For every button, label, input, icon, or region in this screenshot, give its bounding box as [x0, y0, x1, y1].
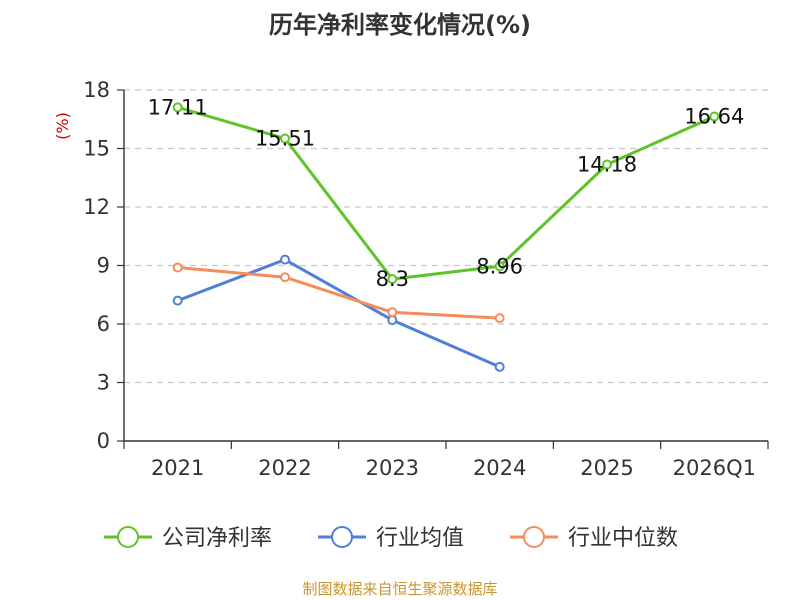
series-2-point-3 — [494, 313, 505, 324]
y-tick-label-4: 12 — [83, 195, 110, 219]
series-2-point-2 — [387, 307, 398, 318]
series-2-point-0 — [172, 262, 183, 273]
series-line-2 — [177, 265, 500, 320]
series-0-point-1 — [280, 133, 290, 144]
legend: 公司净利率 行业均值 行业中位数 — [104, 526, 678, 551]
legend-item-2[interactable]: 行业中位数 — [510, 526, 678, 551]
y-axis-label: (%) — [53, 112, 72, 140]
y-axis-ticks: 0 3 6 9 12 15 18 — [83, 78, 124, 453]
x-tick-label-3: 2024 — [473, 456, 526, 480]
gridlines — [124, 89, 768, 384]
x-tick-label-4: 2025 — [580, 456, 633, 480]
series-0-point-2 — [387, 274, 398, 285]
data-labels: 17.11 15.51 8.3 8.96 14.18 16.64 — [148, 95, 745, 291]
data-label-0: 17.11 — [148, 95, 208, 119]
legend-marker-0 — [117, 526, 139, 548]
x-tick-label-0: 2021 — [151, 456, 204, 480]
series-1-point-3 — [494, 361, 505, 372]
legend-label-0: 公司净利率 — [162, 526, 272, 551]
legend-marker-1 — [331, 526, 353, 548]
data-label-1: 15.51 — [255, 127, 315, 151]
data-label-3: 8.96 — [476, 254, 523, 278]
chart-title: 历年净利率变化情况(%) — [269, 11, 531, 39]
y-tick-label-5: 15 — [83, 137, 110, 161]
data-label-5: 16.64 — [684, 105, 744, 129]
series-0-point-4 — [602, 159, 612, 170]
data-label-4: 14.18 — [577, 152, 637, 176]
y-tick-label-3: 9 — [97, 254, 110, 278]
series-lines — [172, 102, 720, 372]
x-tick-label-1: 2022 — [258, 456, 311, 480]
legend-marker-2 — [523, 526, 545, 548]
legend-item-0[interactable]: 公司净利率 — [104, 526, 272, 551]
legend-label-2: 行业中位数 — [568, 526, 678, 551]
source-note: 制图数据来自恒生聚源数据库 — [302, 580, 497, 598]
series-0-point-5 — [709, 111, 720, 122]
legend-item-1[interactable]: 行业均值 — [318, 526, 464, 551]
series-1-point-0 — [172, 295, 183, 306]
y-tick-label-2: 6 — [97, 312, 110, 336]
data-label-2: 8.3 — [376, 267, 409, 291]
series-1-point-2 — [387, 315, 398, 326]
x-tick-label-5: 2026Q1 — [673, 456, 756, 480]
y-tick-label-0: 0 — [97, 429, 110, 453]
series-1-point-1 — [280, 254, 290, 265]
series-line-0 — [177, 105, 715, 281]
legend-label-1: 行业均值 — [376, 526, 464, 551]
series-line-1 — [177, 258, 501, 369]
y-tick-label-1: 3 — [97, 371, 110, 395]
series-0-point-0 — [172, 102, 183, 113]
series-0-point-3 — [494, 261, 505, 272]
x-tick-label-2: 2023 — [366, 456, 419, 480]
x-axis-ticks: 2021 2022 2023 2024 2025 2026Q1 — [123, 441, 769, 480]
y-tick-label-6: 18 — [83, 78, 110, 102]
series-2-point-1 — [280, 272, 290, 283]
